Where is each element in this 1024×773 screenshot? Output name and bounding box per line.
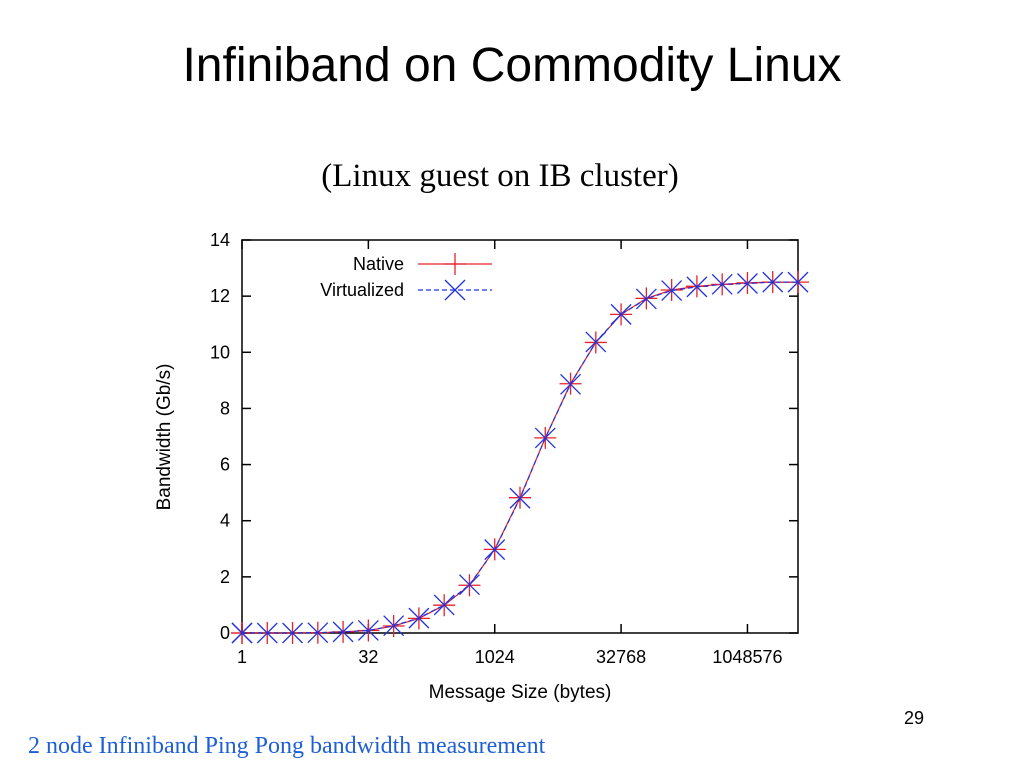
y-tick-label: 10 <box>210 342 230 362</box>
marker-cross <box>585 331 607 353</box>
data-point-virtualized <box>736 273 758 294</box>
marker-cross <box>762 271 784 293</box>
series-line-native <box>242 281 798 634</box>
marker-cross <box>357 620 379 641</box>
marker-cross <box>433 594 455 616</box>
series-layer <box>231 271 809 644</box>
marker-cross <box>661 280 683 301</box>
marker-cross <box>484 539 506 561</box>
data-point-virtualized <box>307 622 329 644</box>
data-point-virtualized <box>357 620 379 641</box>
y-tick-label: 2 <box>220 567 230 587</box>
data-point-virtualized <box>787 271 809 293</box>
x-tick-label: 1024 <box>475 647 515 667</box>
marker-cross <box>458 574 480 596</box>
series-native <box>231 271 809 644</box>
y-tick-label: 14 <box>210 230 230 250</box>
x-axis-ticks: 1 32 1024 32768 1048576 <box>237 240 782 667</box>
legend-item-virtualized: Virtualized <box>320 279 492 301</box>
data-point-virtualized <box>458 574 480 596</box>
data-point-virtualized <box>256 622 278 644</box>
legend: Native Virtualized <box>320 253 492 301</box>
y-tick-label: 4 <box>220 511 230 531</box>
data-point-virtualized <box>509 487 531 509</box>
y-tick-label: 8 <box>220 398 230 418</box>
data-point-virtualized <box>661 280 683 301</box>
x-tick-label: 32768 <box>596 647 646 667</box>
data-point-virtualized <box>332 621 354 643</box>
marker-cross <box>787 271 809 293</box>
marker-cross <box>711 273 733 295</box>
data-point-virtualized <box>534 427 556 449</box>
marker-cross <box>408 607 430 629</box>
data-point-virtualized <box>610 303 632 325</box>
legend-marker-cross <box>444 279 466 301</box>
data-point-virtualized <box>408 607 430 629</box>
data-point-virtualized <box>433 594 455 616</box>
marker-cross <box>383 615 405 637</box>
marker-cross <box>534 427 556 449</box>
marker-cross <box>282 622 304 644</box>
data-point-virtualized <box>282 622 304 644</box>
page-number: 29 <box>904 708 925 728</box>
series-virtualized <box>231 271 809 644</box>
slide-title: Infiniband on Commodity Linux <box>182 39 842 92</box>
data-point-virtualized <box>231 622 253 644</box>
data-point-virtualized <box>711 273 733 295</box>
marker-cross <box>332 621 354 643</box>
y-tick-label: 0 <box>220 623 230 643</box>
slide-subtitle: (Linux guest on IB cluster) <box>321 158 679 194</box>
y-tick-label: 6 <box>220 455 230 475</box>
marker-cross <box>686 276 708 298</box>
plot-frame <box>241 239 799 634</box>
x-tick-label: 1048576 <box>712 647 782 667</box>
y-tick-label: 12 <box>210 286 230 306</box>
data-point-virtualized <box>635 288 657 310</box>
data-point-virtualized <box>383 615 405 637</box>
marker-cross <box>307 622 329 644</box>
y-axis-ticks: 0 2 4 6 8 10 12 14 <box>210 230 798 643</box>
x-tick-label: 1 <box>237 647 247 667</box>
data-point-virtualized <box>686 276 708 298</box>
data-point-virtualized <box>762 271 784 293</box>
marker-cross <box>635 288 657 310</box>
legend-label: Virtualized <box>320 280 404 300</box>
marker-cross <box>560 373 582 395</box>
x-tick-label: 32 <box>358 647 378 667</box>
y-axis-label: Bandwidth (Gb/s) <box>154 364 175 511</box>
marker-cross <box>231 622 253 644</box>
marker-cross <box>509 487 531 509</box>
marker-cross <box>256 622 278 644</box>
x-axis-label: Message Size (bytes) <box>429 682 612 703</box>
data-point-virtualized <box>585 331 607 353</box>
series-line-virtualized <box>242 281 798 634</box>
slide-caption: 2 node Infiniband Ping Pong bandwidth me… <box>28 733 546 759</box>
marker-cross <box>736 273 758 294</box>
data-point-virtualized <box>484 539 506 561</box>
legend-label: Native <box>353 254 404 274</box>
legend-item-native: Native <box>353 253 492 275</box>
marker-cross <box>610 303 632 325</box>
data-point-virtualized <box>560 373 582 395</box>
